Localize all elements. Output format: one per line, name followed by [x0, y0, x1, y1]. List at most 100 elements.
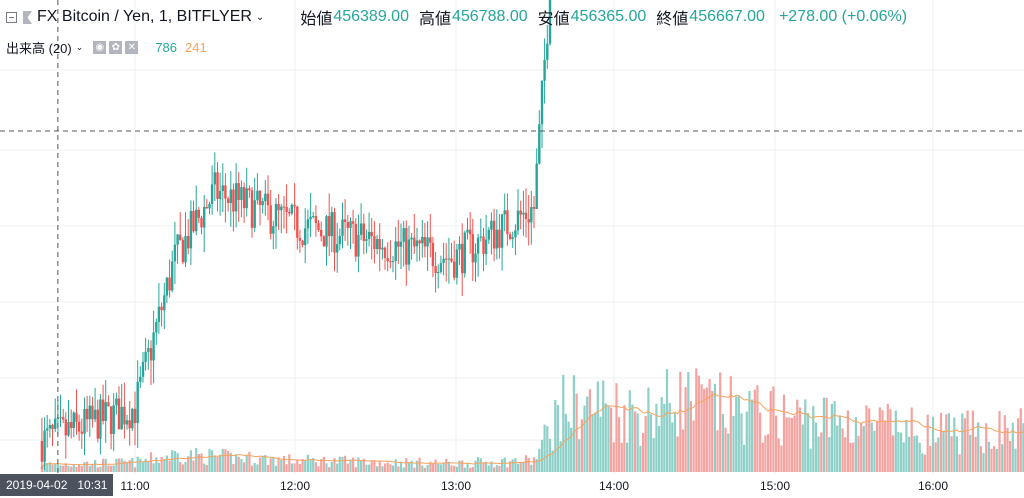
volume-bar — [165, 455, 168, 472]
candle-body — [163, 295, 166, 311]
volume-bar — [969, 434, 972, 472]
volume-bar — [852, 442, 855, 472]
candle-body — [80, 431, 83, 434]
volume-bar — [586, 396, 589, 472]
candle-body — [365, 239, 368, 241]
volume-bar — [237, 456, 240, 472]
price-chart[interactable] — [0, 0, 1024, 474]
close-value: 456667.00 — [689, 8, 765, 25]
volume-bar — [141, 462, 145, 472]
time-axis[interactable]: 11:00 12:00 13:00 14:00 15:00 16:00 2019… — [0, 474, 1024, 498]
time-tick: 13:00 — [440, 479, 472, 493]
candle-body — [530, 207, 533, 223]
volume-bar — [868, 408, 871, 472]
volume-bar — [288, 454, 291, 472]
candle-body — [304, 228, 307, 245]
volume-bar — [886, 403, 889, 472]
volume-bar — [133, 467, 137, 472]
volume-bar — [78, 464, 81, 472]
candle-body — [221, 185, 224, 191]
candle-body — [258, 190, 262, 206]
volume-bar — [248, 451, 251, 472]
candle-body — [107, 402, 110, 407]
volume-bar — [801, 424, 804, 472]
volume-bar — [681, 429, 685, 472]
volume-bar — [1022, 423, 1024, 472]
candle-body — [322, 236, 326, 247]
flag-icon[interactable] — [23, 10, 32, 24]
candle-body — [250, 190, 254, 228]
volume-bar — [168, 460, 171, 472]
candle-body — [213, 172, 216, 185]
candle-body — [482, 236, 485, 254]
time-tick: 11:00 — [120, 479, 150, 493]
volume-bar — [426, 464, 429, 472]
candle-body — [336, 244, 339, 253]
candle-body — [349, 221, 352, 228]
volume-bar — [897, 432, 900, 472]
volume-bar — [272, 457, 275, 472]
volume-bar — [610, 407, 613, 472]
volume-label[interactable]: 出来高 (20) — [6, 40, 72, 56]
volume-bar — [48, 462, 51, 472]
volume-bar — [149, 452, 153, 472]
candle-body — [67, 422, 70, 436]
volume-bar — [689, 401, 692, 472]
candle-body — [306, 219, 310, 229]
volume-bar — [261, 455, 264, 472]
volume-bar — [389, 464, 392, 472]
candle-body — [261, 201, 264, 206]
volume-bar — [524, 455, 528, 472]
volume-bar — [131, 458, 134, 472]
candle-body — [248, 188, 251, 191]
volume-bar — [213, 455, 216, 472]
candle-body — [540, 80, 544, 125]
candle-body — [157, 306, 161, 322]
collapse-icon[interactable] — [6, 11, 17, 23]
volume-bar — [697, 375, 700, 472]
volume-bar — [854, 417, 857, 472]
volume-bar — [652, 438, 655, 472]
candle-body — [524, 212, 528, 219]
volume-bar — [64, 463, 67, 472]
candle-body — [522, 212, 525, 215]
volume-bar — [503, 457, 506, 472]
candle-body — [439, 262, 443, 272]
candle-body — [373, 236, 376, 249]
candle-body — [386, 258, 389, 262]
volume-bar — [721, 414, 724, 472]
volume-bar — [402, 467, 405, 472]
volume-bar — [120, 458, 123, 472]
volume-bar — [522, 462, 525, 472]
chevron-down-icon[interactable]: ⌄ — [255, 11, 265, 23]
volume-bar — [703, 388, 706, 472]
eye-icon[interactable]: ◉ — [93, 40, 107, 54]
close-icon[interactable]: ✕ — [125, 40, 139, 54]
volume-bar — [509, 461, 512, 472]
gear-icon[interactable]: ✿ — [109, 40, 123, 54]
candle-body — [389, 261, 392, 263]
volume-bar — [298, 464, 301, 472]
volume-bar — [110, 465, 113, 472]
time-tick: 12:00 — [279, 479, 311, 493]
symbol-title[interactable]: FX Bitcoin / Yen, 1, BITFLYER — [37, 8, 252, 25]
volume-bar — [535, 459, 538, 472]
volume-bar — [828, 437, 831, 472]
chevron-down-icon[interactable]: ⌄ — [75, 41, 84, 52]
candle-body — [495, 229, 498, 249]
candle-body — [91, 405, 94, 420]
volume-bar — [205, 465, 208, 472]
volume-bar — [208, 448, 211, 472]
volume-bar — [195, 448, 198, 472]
candle-body — [120, 406, 123, 430]
volume-bar — [660, 397, 663, 472]
candle-body — [285, 206, 288, 212]
volume-bar — [596, 381, 599, 472]
volume-bar — [985, 423, 988, 472]
volume-bar — [790, 418, 794, 472]
candle-body — [83, 408, 86, 434]
candle-body — [402, 228, 405, 242]
candle-body — [453, 261, 456, 278]
volume-bar — [838, 415, 841, 472]
